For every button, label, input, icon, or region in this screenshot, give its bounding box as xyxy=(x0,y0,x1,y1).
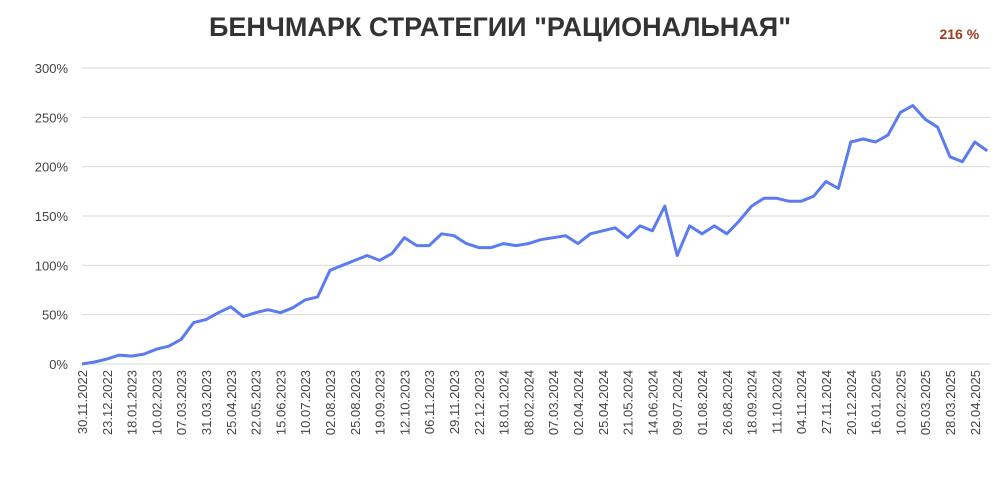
value-label: 216 % xyxy=(939,26,979,42)
x-tick-label: 20.12.2024 xyxy=(844,370,859,435)
y-tick-label: 0% xyxy=(49,357,68,372)
y-tick-label: 200% xyxy=(35,160,69,175)
x-tick-label: 18.09.2024 xyxy=(745,370,760,435)
x-tick-label: 25.08.2023 xyxy=(348,370,363,435)
y-tick-label: 250% xyxy=(35,110,69,125)
y-tick-label: 300% xyxy=(35,61,69,76)
x-tick-label: 07.03.2024 xyxy=(546,370,561,435)
y-tick-label: 150% xyxy=(35,209,69,224)
x-tick-label: 02.04.2024 xyxy=(571,370,586,435)
x-tick-label: 14.06.2024 xyxy=(645,370,660,435)
x-tick-label: 25.04.2023 xyxy=(224,370,239,435)
x-tick-label: 19.09.2023 xyxy=(373,370,388,435)
x-tick-label: 22.12.2023 xyxy=(472,370,487,435)
x-tick-label: 11.10.2024 xyxy=(769,370,784,434)
x-tick-label: 06.11.2023 xyxy=(422,370,437,434)
x-tick-label: 07.03.2023 xyxy=(174,370,189,435)
x-tick-label: 04.11.2024 xyxy=(794,370,809,434)
x-tick-label: 18.01.2023 xyxy=(125,370,140,435)
x-tick-label: 18.01.2024 xyxy=(497,370,512,435)
x-tick-label: 25.04.2024 xyxy=(596,370,611,435)
x-tick-label: 10.07.2023 xyxy=(298,370,313,435)
series-line xyxy=(81,104,989,366)
x-tick-label: 29.11.2023 xyxy=(447,370,462,434)
x-tick-label: 12.10.2023 xyxy=(397,370,412,435)
x-tick-label: 02.08.2023 xyxy=(323,370,338,435)
x-tick-label: 01.08.2024 xyxy=(695,370,710,435)
x-tick-label: 10.02.2023 xyxy=(149,370,164,435)
y-tick-label: 100% xyxy=(35,258,69,273)
x-tick-label: 26.08.2024 xyxy=(720,370,735,435)
x-tick-label: 31.03.2023 xyxy=(199,370,214,435)
x-tick-label: 30.11.2022 xyxy=(75,370,90,434)
x-tick-label: 28.03.2025 xyxy=(943,370,958,435)
chart-title: БЕНЧМАРК СТРАТЕГИИ "РАЦИОНАЛЬНАЯ" xyxy=(209,12,791,42)
x-tick-label: 16.01.2025 xyxy=(869,370,884,435)
x-tick-label: 08.02.2024 xyxy=(521,370,536,435)
x-tick-label: 09.07.2024 xyxy=(670,370,685,435)
x-tick-label: 22.04.2025 xyxy=(968,370,983,435)
x-tick-label: 10.02.2025 xyxy=(893,370,908,435)
x-tick-label: 22.05.2023 xyxy=(249,370,264,435)
x-tick-label: 27.11.2024 xyxy=(819,370,834,434)
y-tick-label: 50% xyxy=(42,308,68,323)
x-tick-label: 05.03.2025 xyxy=(918,370,933,435)
x-tick-label: 21.05.2024 xyxy=(621,370,636,435)
x-tick-label: 15.06.2023 xyxy=(273,370,288,435)
x-tick-label: 23.12.2022 xyxy=(100,370,115,435)
